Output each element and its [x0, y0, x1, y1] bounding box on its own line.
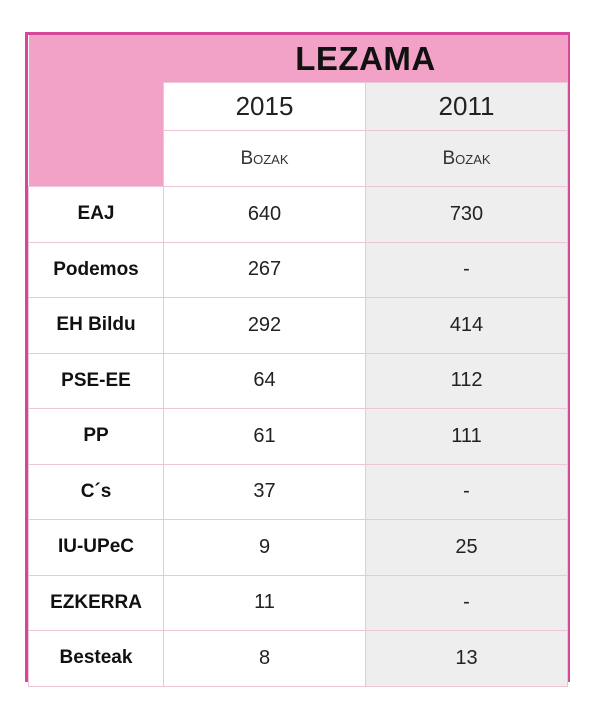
party-name: EAJ [28, 186, 164, 243]
header-corner [28, 35, 164, 187]
votes-2011: 730 [364, 186, 569, 243]
party-name: Podemos [28, 241, 164, 298]
party-name: PP [28, 408, 164, 465]
table-row: EZKERRA 11- [28, 574, 569, 631]
votes-label-2015: Bozak [163, 130, 366, 187]
party-name: C´s [28, 463, 164, 520]
results-table: LEZAMA 2015 2011 Bozak Bozak EAJ 640 730 Po… [28, 35, 569, 687]
party-name: Besteak [28, 630, 164, 687]
votes-2015: 292 [163, 297, 366, 354]
year-header-2011: 2011 [364, 82, 569, 131]
votes-2011: - [364, 463, 569, 520]
votes-2011: 112 [364, 352, 569, 409]
table-row: EAJ 640 730 [28, 186, 569, 243]
table-row: C´s 37- [28, 463, 569, 520]
table-title: LEZAMA [163, 35, 568, 83]
votes-2015: 64 [163, 352, 366, 409]
votes-2015: 8 [163, 630, 366, 687]
party-name: EH Bildu [28, 297, 164, 354]
votes-2015: 9 [163, 519, 366, 576]
table-row: PP 61 111 [28, 408, 569, 465]
table-row: IU-UPeC 9 25 [28, 519, 569, 576]
votes-label-2011: Bozak [364, 130, 569, 187]
votes-2015: 640 [163, 186, 366, 243]
votes-2015: 61 [163, 408, 366, 465]
votes-2011: 414 [364, 297, 569, 354]
party-name: EZKERRA [28, 574, 164, 631]
results-table-frame: LEZAMA 2015 2011 Bozak Bozak EAJ 640 730 Po… [25, 32, 570, 687]
votes-2011: 13 [364, 630, 569, 687]
table-row: PSE-EE 64 112 [28, 352, 569, 409]
table-row: EH Bildu 292 414 [28, 297, 569, 354]
votes-2015: 37 [163, 463, 366, 520]
table-row: Besteak 8 13 [28, 630, 569, 687]
votes-2015: 267 [163, 241, 366, 298]
year-header-2015: 2015 [163, 82, 366, 131]
party-name: PSE-EE [28, 352, 164, 409]
votes-2015: 11 [163, 574, 366, 631]
votes-2011: - [364, 574, 569, 631]
votes-2011: - [364, 241, 569, 298]
votes-2011: 111 [364, 408, 569, 465]
party-name: IU-UPeC [28, 519, 164, 576]
votes-2011: 25 [364, 519, 569, 576]
table-row: Podemos 267- [28, 241, 569, 298]
